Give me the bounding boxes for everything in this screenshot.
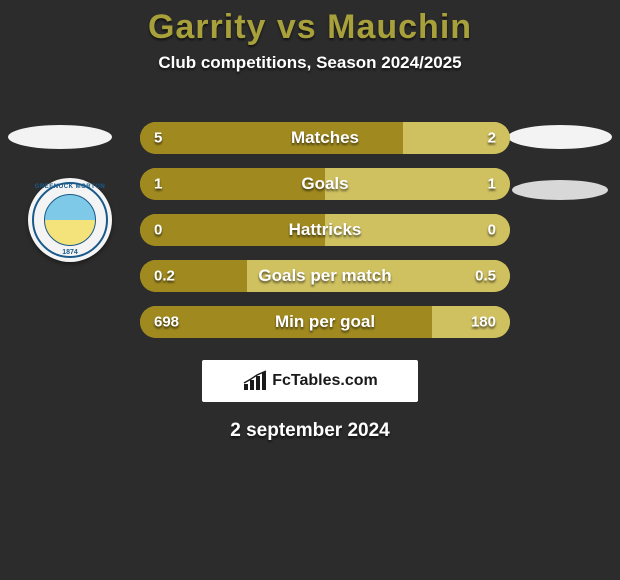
- stat-row-goals-per-match: 0.20.5Goals per match: [140, 260, 510, 292]
- stat-label: Matches: [140, 128, 510, 148]
- crest-top-text: GREENOCK MORTON: [35, 184, 105, 190]
- fctables-logo[interactable]: FcTables.com: [202, 360, 418, 402]
- stat-label: Hattricks: [140, 220, 510, 240]
- comparison-subtitle: Club competitions, Season 2024/2025: [0, 53, 620, 73]
- stat-label: Min per goal: [140, 312, 510, 332]
- stat-label: Goals per match: [140, 266, 510, 286]
- stat-label: Goals: [140, 174, 510, 194]
- crest-bottom-text: 1874: [62, 249, 78, 256]
- stat-row-hattricks: 00Hattricks: [140, 214, 510, 246]
- stat-bars: 52Matches 11Goals 00Hattricks 0.20.5Goals p…: [140, 122, 510, 352]
- comparison-title: Garrity vs Mauchin: [0, 0, 620, 47]
- fctables-logo-text: FcTables.com: [272, 372, 378, 390]
- right-player-club-badge: [512, 180, 608, 200]
- right-player-avatar: [508, 125, 612, 149]
- left-player-club-crest: GREENOCK MORTON 1874: [28, 178, 112, 262]
- stat-row-matches: 52Matches: [140, 122, 510, 154]
- snapshot-date: 2 september 2024: [0, 420, 620, 442]
- left-player-avatar: [8, 125, 112, 149]
- bars-icon: [242, 370, 268, 392]
- stat-row-min-per-goal: 698180Min per goal: [140, 306, 510, 338]
- stat-row-goals: 11Goals: [140, 168, 510, 200]
